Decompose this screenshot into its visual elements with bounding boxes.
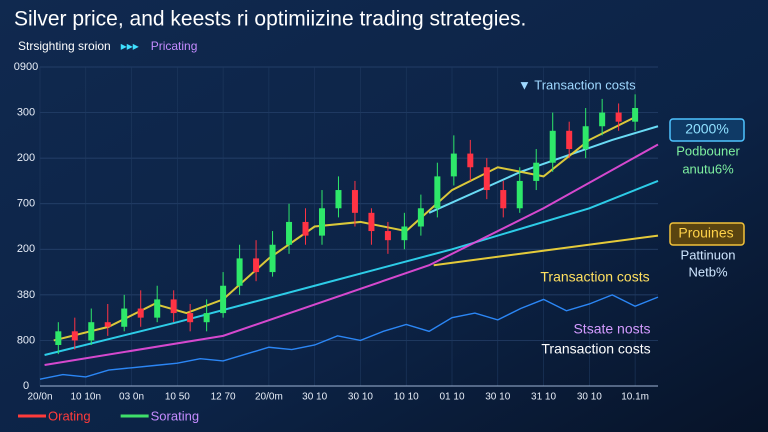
candle-body [55, 331, 62, 345]
candle-body [615, 112, 622, 122]
x-tick-label: 20/0m [255, 392, 283, 403]
candle-body [401, 226, 408, 241]
y-tick-label: 0900 [14, 61, 38, 73]
candle-body [582, 126, 589, 150]
annotation: Pattinuon [681, 247, 736, 262]
candle-body [335, 190, 342, 209]
candle-body [450, 153, 457, 177]
candle-body [632, 108, 639, 122]
y-tick-label: 380 [17, 289, 35, 301]
x-tick-label: 30 10 [302, 392, 327, 403]
line-series [39, 294, 659, 380]
x-tick-label: 30 10 [348, 392, 373, 403]
candle-body [286, 221, 293, 245]
annotation: 2000% [685, 121, 729, 137]
chart-title: Silver price, and keests ri optimiizine … [14, 8, 526, 31]
candle-body [351, 190, 358, 213]
candle-body [236, 258, 243, 286]
line-series [433, 234, 659, 267]
annotation: Podbouner [676, 143, 740, 158]
candle-body [549, 130, 556, 163]
y-tick-label: 200 [17, 243, 35, 255]
candle-body [220, 285, 227, 314]
legend-label: Sorating [151, 408, 199, 423]
candle-body [187, 313, 194, 323]
legend-label: Strsighting sroion [18, 39, 111, 53]
y-tick-label: 300 [17, 106, 35, 118]
x-tick-label: 20/0n [27, 392, 52, 403]
candle-body [253, 258, 260, 273]
candle-body [467, 153, 474, 168]
line-series [44, 179, 659, 356]
legend-arrow: ▸▸▸ [121, 39, 139, 53]
annotation: anutu6% [682, 161, 734, 176]
candle-body [599, 112, 606, 127]
candle-body [137, 308, 144, 318]
annotation: Prouines [678, 225, 733, 241]
candle-body [417, 208, 424, 227]
annotation: Netb% [688, 264, 727, 279]
y-tick-label: 800 [17, 334, 35, 346]
candle-body [88, 322, 95, 341]
y-tick-label: 0 [23, 380, 29, 392]
annotation: Transaction costs [541, 341, 650, 357]
x-tick-label: 03 0n [119, 392, 144, 403]
candle-body [434, 176, 441, 209]
candle-body [483, 167, 490, 191]
candle-body [533, 162, 540, 181]
x-tick-label: 10 50 [165, 392, 190, 403]
line-series [428, 125, 659, 214]
annotation: ▼ Transaction costs [518, 77, 636, 92]
y-tick-label: 700 [17, 198, 35, 210]
callout-box [669, 222, 745, 246]
x-tick-label: 31 10 [531, 392, 556, 403]
candle-body [516, 180, 523, 209]
candle-body [104, 322, 111, 327]
candle-body [71, 331, 78, 341]
annotation: Stsate nosts [573, 321, 650, 337]
callout-box [669, 118, 745, 142]
x-tick-label: 10 10 [394, 392, 419, 403]
candle-body [318, 208, 325, 236]
candle-body [368, 212, 375, 232]
candle-body [500, 190, 507, 209]
legend-label: Orating [48, 408, 91, 423]
candle-body [566, 130, 573, 150]
x-tick-label: 10.1m [621, 392, 649, 403]
candle-body [154, 299, 161, 318]
x-tick-label: 30 10 [485, 392, 510, 403]
candle-body [384, 231, 391, 241]
x-tick-label: 12 70 [211, 392, 236, 403]
legend-label: Pricating [151, 39, 198, 53]
x-tick-label: 01 10 [439, 392, 464, 403]
x-tick-label: 30 10 [577, 392, 602, 403]
candle-body [170, 299, 177, 314]
candle-body [269, 244, 276, 273]
annotation: Transaction costs [540, 269, 649, 285]
line-series [44, 143, 659, 367]
y-tick-label: 200 [17, 152, 35, 164]
candle-body [203, 313, 210, 323]
x-tick-label: 10 10n [70, 392, 101, 403]
candle-body [302, 221, 309, 236]
candle-body [121, 308, 128, 327]
